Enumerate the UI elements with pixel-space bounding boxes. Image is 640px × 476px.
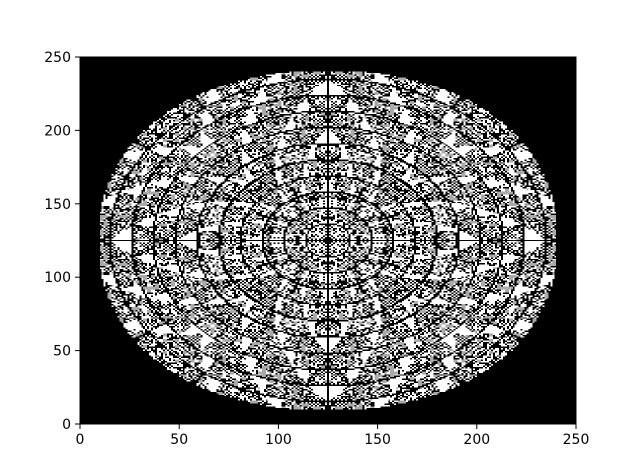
- y-tick-label: 200: [44, 123, 71, 139]
- x-tick-label: 0: [76, 432, 85, 448]
- plot-frame: [79, 56, 577, 425]
- y-tick-label: 150: [44, 197, 71, 213]
- x-tick-label: 200: [463, 432, 490, 448]
- y-tick-label: 0: [62, 417, 71, 433]
- plot-area: [79, 56, 577, 425]
- x-tick-label: 100: [265, 432, 292, 448]
- y-axis: 0 50 100 150 200 250: [44, 50, 80, 433]
- x-tick-label: 150: [364, 432, 391, 448]
- y-tick-label: 50: [53, 344, 71, 360]
- x-tick-label: 250: [563, 432, 590, 448]
- heatmap-image: [80, 57, 576, 424]
- y-tick-label: 100: [44, 270, 71, 286]
- x-axis: 0 50 100 150 200 250: [76, 424, 590, 448]
- x-tick-label: 50: [170, 432, 188, 448]
- y-tick-label: 250: [44, 50, 71, 66]
